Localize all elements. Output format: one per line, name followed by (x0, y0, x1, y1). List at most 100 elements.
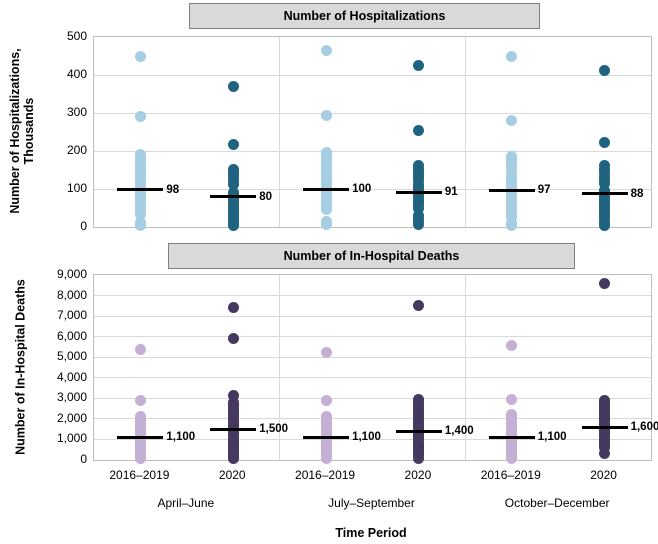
data-point-dot (227, 389, 239, 401)
x-tick-label: 2016–2019 (480, 468, 541, 482)
median-line (117, 435, 164, 439)
y-tick-label: 400 (66, 67, 87, 81)
gridline (94, 356, 651, 358)
data-point-dot (227, 138, 239, 150)
data-point-dot (227, 333, 239, 345)
data-point-dot (227, 452, 239, 464)
y-tick-label: 2,000 (56, 410, 87, 425)
data-point-dot (134, 50, 146, 62)
x-tick-label: 2020 (404, 468, 432, 482)
data-point-dot (506, 50, 518, 62)
median-value-label: 1,600 (630, 421, 658, 434)
median-line (488, 435, 535, 439)
gridline (94, 438, 651, 440)
data-point-dot (227, 179, 239, 191)
data-point-dot (413, 202, 425, 214)
data-point-dot (413, 219, 425, 231)
gridline (94, 315, 651, 317)
data-point-dot (227, 302, 239, 314)
y-tick-label: 300 (66, 105, 87, 119)
panel-title-deaths: Number of In-Hospital Deaths (168, 243, 575, 269)
median-value-label: 100 (352, 183, 372, 195)
gridline (94, 377, 651, 379)
data-point-dot (320, 394, 332, 406)
y-tick-label: 5,000 (56, 349, 87, 364)
data-point-dot (134, 111, 146, 123)
y-tick-label: 7,000 (56, 308, 87, 323)
data-point-dot (320, 219, 332, 231)
data-point-dot (413, 452, 425, 464)
y-axis-title-line-2: Thousands (22, 97, 36, 165)
gridline (94, 74, 651, 76)
y-axis-title-line-1: Number of Hospitalizations, (8, 48, 22, 214)
gridline (94, 150, 651, 152)
group-divider (279, 37, 281, 227)
data-point-dot (506, 211, 518, 223)
y-tick-label: 8,000 (56, 287, 87, 302)
group-divider (464, 275, 466, 460)
group-divider (279, 275, 281, 460)
time-period-group-label: July–September (328, 496, 415, 510)
median-line (488, 188, 535, 192)
y-tick-label: 0 (80, 452, 87, 466)
x-tick-label: 2016–2019 (295, 468, 356, 482)
y-tick-label: 9,000 (56, 267, 87, 281)
median-value-label: 1,500 (259, 423, 289, 436)
data-point-dot (599, 64, 611, 76)
data-point-dot (599, 277, 611, 289)
data-point-dot (320, 204, 332, 216)
median-value-label: 88 (630, 187, 644, 200)
data-point-dot (599, 441, 611, 453)
y-tick-label: 200 (66, 143, 87, 157)
data-point-dot (320, 346, 332, 358)
x-tick-label: 2016–2019 (109, 468, 170, 482)
median-value-label: 1,100 (166, 431, 196, 444)
gridline (94, 112, 651, 114)
data-point-dot (599, 178, 611, 190)
y-tick-label: 3,000 (56, 390, 87, 405)
median-line (303, 435, 350, 439)
gridline (94, 336, 651, 338)
data-point-dot (506, 393, 518, 405)
data-point-dot (413, 125, 425, 137)
median-line (210, 195, 257, 199)
data-point-dot (413, 300, 425, 312)
data-point-dot (506, 340, 518, 352)
x-tick-label: 2020 (590, 468, 617, 482)
gridline (94, 418, 651, 420)
median-line (210, 427, 257, 431)
y-tick-label: 100 (66, 181, 87, 195)
data-point-dot (506, 115, 518, 127)
median-value-label: 1,100 (537, 431, 567, 444)
median-value-label: 91 (444, 186, 458, 199)
y-tick-label: 0 (80, 219, 87, 233)
y-tick-label: 6,000 (56, 328, 87, 343)
data-point-dot (320, 44, 332, 56)
median-value-label: 97 (537, 184, 551, 197)
y-axis-title-deaths: Number of In-Hospital Deaths (14, 275, 28, 460)
data-point-dot (134, 394, 146, 406)
median-line (303, 187, 350, 191)
data-point-dot (227, 80, 239, 92)
y-axis-title-line-1: Number of In-Hospital Deaths (13, 279, 28, 455)
time-period-group-label: October–December (504, 496, 610, 510)
median-value-label: 80 (259, 190, 273, 203)
gridline (94, 397, 651, 399)
median-value-label: 98 (166, 183, 180, 196)
median-value-label: 1,100 (352, 431, 381, 444)
x-tick-label: 2020 (218, 468, 246, 482)
median-line (581, 425, 628, 429)
gridline (94, 188, 651, 190)
panel-title-hospitalizations: Number of Hospitalizations (189, 3, 540, 29)
data-point-dot (599, 137, 611, 149)
median-line (581, 192, 628, 196)
data-point-dot (599, 219, 611, 231)
plot-area-deaths: 1,100 1,500 1,100 1,400 1,100 1,600 (93, 274, 658, 465)
data-point-dot (320, 110, 332, 122)
median-line (117, 188, 164, 192)
data-point-dot (320, 452, 332, 464)
median-line (395, 190, 442, 194)
x-axis-title: Time Period (335, 526, 407, 540)
data-point-dot (134, 219, 146, 231)
